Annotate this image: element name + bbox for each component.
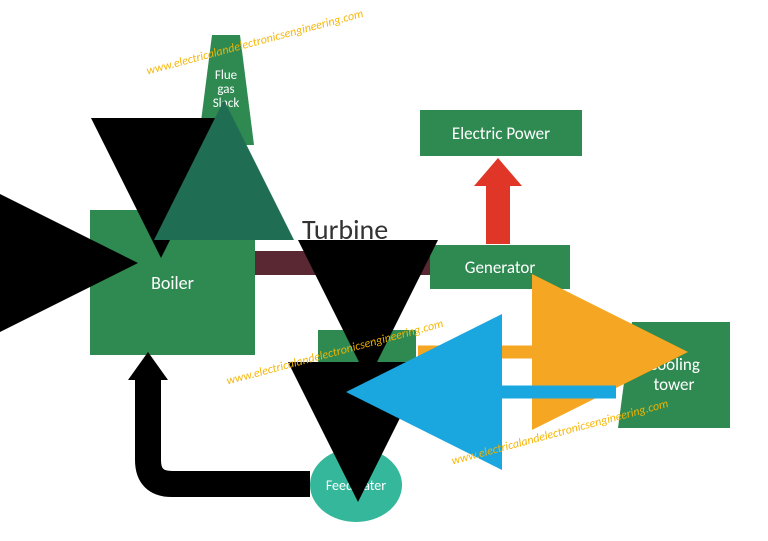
- electric-power-label: Electric Power: [452, 123, 550, 144]
- feedwater-node: Feedwater: [310, 448, 402, 522]
- watermark-3: www.electricalandelectronicsengineering.…: [450, 397, 670, 469]
- turbine-hub: [344, 242, 394, 292]
- generator-label: Generator: [465, 257, 536, 278]
- watermark-1: www.electricalandelectronicsengineering.…: [145, 7, 365, 79]
- turbine-label: Turbine: [302, 212, 388, 247]
- cooling-tower-label: Cooling tower: [648, 355, 700, 394]
- coal-cart-icon: [2, 232, 56, 287]
- electric-power-box: Electric Power: [420, 110, 582, 156]
- boiler-box: Boiler: [90, 210, 255, 355]
- generator-box: Generator: [430, 245, 570, 289]
- flue-stack-label: Flue gas Slack: [213, 69, 240, 112]
- arrow-power-out: [474, 158, 522, 244]
- air-label: Air: [138, 150, 170, 185]
- feedwater-label: Feedwater: [326, 477, 386, 494]
- boiler-label: Boiler: [151, 272, 194, 294]
